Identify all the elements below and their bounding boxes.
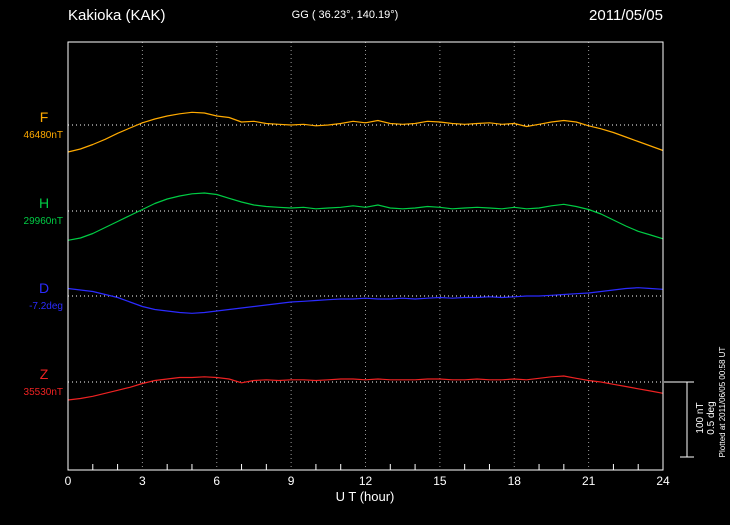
x-tick-label-21: 21 [582, 474, 596, 488]
trace-D [67, 287, 664, 314]
trace-F [67, 111, 664, 153]
x-tick-label-6: 6 [213, 474, 220, 488]
series-baseline-label-H: 29960nT [24, 216, 63, 227]
coordinates-label: GG ( 36.23°, 140.19°) [292, 9, 399, 21]
series-label-D: D [39, 280, 49, 296]
x-tick-label-15: 15 [433, 474, 447, 488]
x-axis-label: U T (hour) [336, 489, 395, 504]
x-tick-label-24: 24 [656, 474, 670, 488]
trace-H [67, 192, 664, 241]
x-tick-label-12: 12 [359, 474, 373, 488]
series-label-F: F [40, 109, 49, 125]
plotted-at-note: Plotted at 2011/06/05 00:58 UT [718, 347, 727, 458]
scale-bar-label-deg: 0.5 deg [706, 401, 717, 434]
plot-frame [67, 41, 664, 471]
x-tick-label-18: 18 [508, 474, 522, 488]
x-tick-label-9: 9 [288, 474, 295, 488]
series-baseline-label-D: -7.2deg [29, 301, 63, 312]
series-baseline-label-Z: 35530nT [24, 387, 63, 398]
series-label-Z: Z [40, 366, 49, 382]
date-label: 2011/05/05 [589, 7, 663, 24]
scale-bar-label-nt: 100 nT [695, 402, 706, 433]
trace-Z [67, 375, 664, 401]
plot-area: F 46480nT H 29960nT D -7.2deg Z 35530nT 0 3 6 9 12 15… [24, 41, 670, 488]
station-title: Kakioka (KAK) [68, 7, 166, 24]
scale-bar: 100 nT 0.5 deg [664, 381, 717, 458]
x-tick-label-3: 3 [139, 474, 146, 488]
series-label-H: H [39, 195, 49, 211]
x-tick-label-0: 0 [65, 474, 72, 488]
series-baseline-label-F: 46480nT [24, 130, 63, 141]
